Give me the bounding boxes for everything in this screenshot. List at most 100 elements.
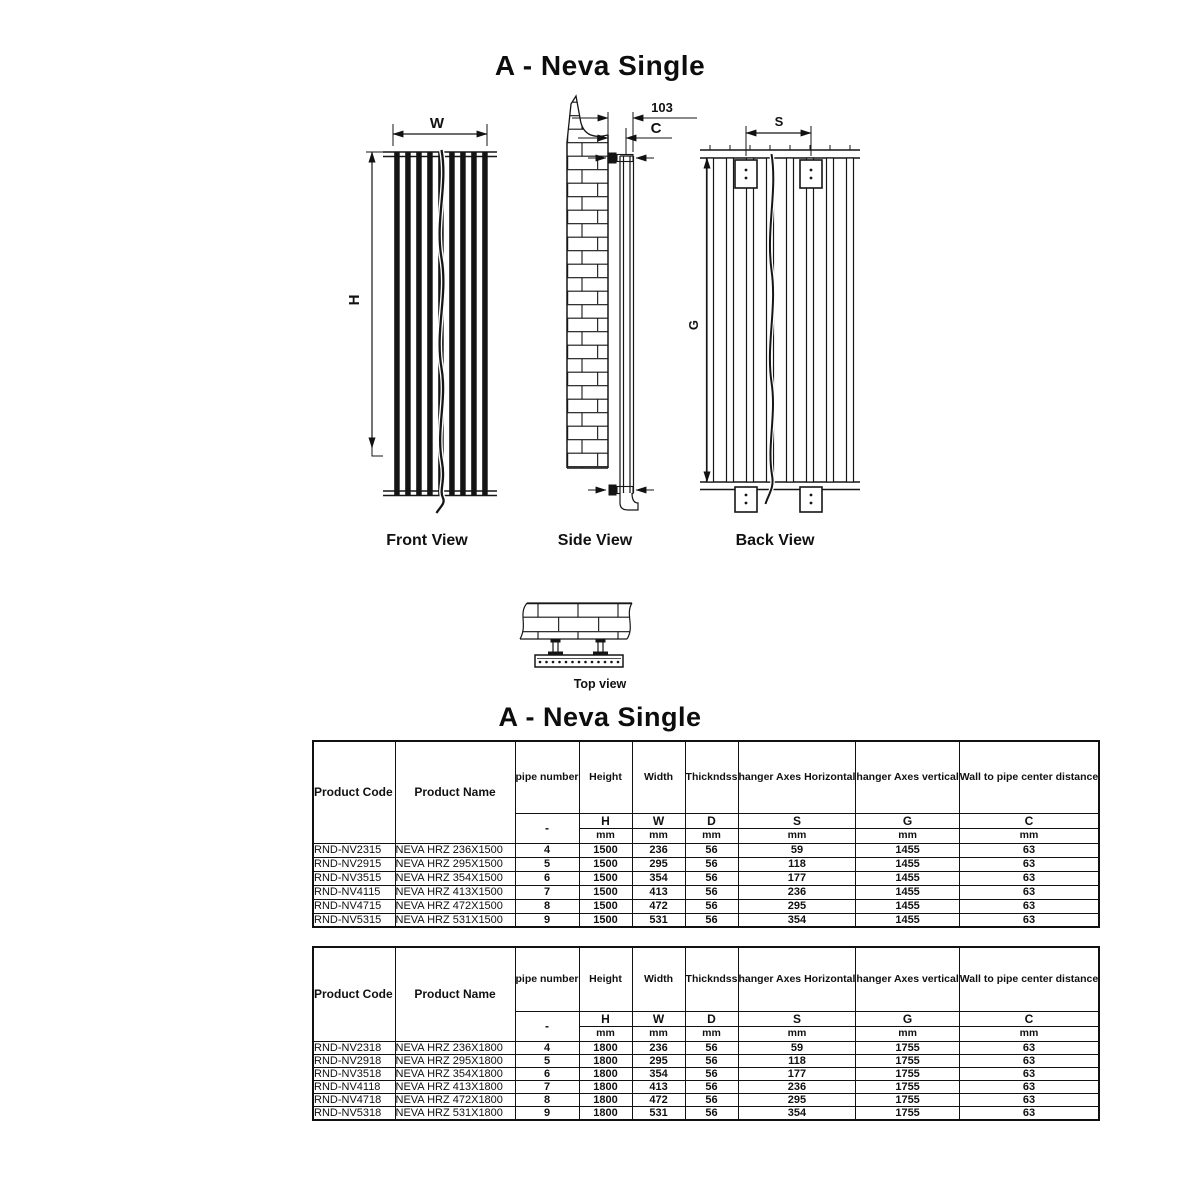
table-row: RND-NV2315 NEVA HRZ 236X1500 4 1500 236 56 59 1… (312, 842, 1100, 858)
side-view-label: Side View (558, 532, 633, 549)
page-title: A - Neva Single (494, 50, 706, 81)
side-view-drawing (566, 94, 697, 511)
value-cell: 63 (958, 1079, 1100, 1094)
value-cell: 63 (958, 884, 1100, 900)
value-cell: 1755 (855, 1105, 960, 1120)
product-name-cell: NEVA HRZ 295X1800 (394, 1053, 516, 1068)
value-cell: 7 (514, 1079, 580, 1094)
value-cell: 1500 (578, 884, 633, 900)
value-cell: 63 (958, 870, 1100, 886)
symbol-cell: H (578, 812, 633, 829)
value-cell: 56 (684, 898, 739, 914)
value-cell: 63 (958, 1105, 1100, 1120)
dim-label-h: H (346, 295, 363, 306)
symbol-cell: D (684, 1010, 739, 1027)
value-cell: 1755 (855, 1092, 960, 1107)
header-cell: Wall to pipe center distance (958, 740, 1100, 814)
unit-cell: mm (958, 827, 1100, 844)
value-cell: 9 (514, 912, 580, 928)
value-cell: 1455 (855, 912, 960, 928)
back-view-label: Back View (736, 532, 815, 549)
value-cell: 413 (631, 884, 686, 900)
product-code-cell: RND-NV4715 (312, 898, 396, 914)
unit-cell: mm (631, 827, 686, 844)
product-name-cell: NEVA HRZ 413X1800 (394, 1079, 516, 1094)
unit-cell: mm (855, 827, 960, 844)
product-code-cell: RND-NV2318 (312, 1040, 396, 1055)
symbol-cell: C (958, 812, 1100, 829)
value-cell: 236 (737, 1079, 857, 1094)
table-row: RND-NV5318 NEVA HRZ 531X1800 9 1800 531 56 354… (312, 1105, 1100, 1120)
symbol-cell: W (631, 812, 686, 829)
value-cell: 6 (514, 1066, 580, 1081)
value-cell: 354 (737, 1105, 857, 1120)
table-row: RND-NV4718 NEVA HRZ 472X1800 8 1800 472 56 295… (312, 1092, 1100, 1107)
symbol-cell: G (855, 1010, 960, 1027)
dim-label-g: G (686, 320, 701, 330)
value-cell: 236 (737, 884, 857, 900)
value-cell: 6 (514, 870, 580, 886)
value-cell: 56 (684, 842, 739, 858)
value-cell: 236 (631, 842, 686, 858)
value-cell: 56 (684, 870, 739, 886)
header-product-name: Product Name (394, 740, 516, 844)
value-cell: 1500 (578, 842, 633, 858)
product-name-cell: NEVA HRZ 354X1500 (394, 870, 516, 886)
value-cell: 56 (684, 1092, 739, 1107)
product-name-cell: NEVA HRZ 295X1500 (394, 856, 516, 872)
value-cell: 1500 (578, 870, 633, 886)
header-cell: hanger Axes Horizontal (737, 946, 857, 1012)
unit-cell: mm (684, 1025, 739, 1042)
unit-cell: mm (737, 1025, 857, 1042)
value-cell: 9 (514, 1105, 580, 1120)
table-row: RND-NV2318 NEVA HRZ 236X1800 4 1800 236 56 59 1… (312, 1040, 1100, 1055)
symbol-cell: H (578, 1010, 633, 1027)
value-cell: 1755 (855, 1040, 960, 1055)
product-code-cell: RND-NV2918 (312, 1053, 396, 1068)
unit-cell: mm (958, 1025, 1100, 1042)
header-cell: Width (631, 740, 686, 814)
value-cell: 1800 (578, 1092, 633, 1107)
value-cell: 63 (958, 856, 1100, 872)
product-name-cell: NEVA HRZ 472X1500 (394, 898, 516, 914)
value-cell: 56 (684, 1053, 739, 1068)
value-cell: 56 (684, 1066, 739, 1081)
product-name-cell: NEVA HRZ 236X1500 (394, 842, 516, 858)
value-cell: 354 (631, 1066, 686, 1081)
symbol-cell: G (855, 812, 960, 829)
spec-table-1500: Product Code Product Name pipe number Heigh… (312, 740, 1101, 928)
symbol-cell: - (514, 812, 580, 844)
value-cell: 4 (514, 1040, 580, 1055)
header-product-name: Product Name (394, 946, 516, 1042)
unit-row: mm mm mm mm mm mm (313, 827, 1100, 844)
value-cell: 354 (737, 912, 857, 928)
table-section-title: A - Neva Single (498, 702, 702, 732)
value-cell: 472 (631, 898, 686, 914)
value-cell: 5 (514, 856, 580, 872)
header-cell: Height (578, 946, 633, 1012)
table-row: RND-NV2918 NEVA HRZ 295X1800 5 1800 295 56 118… (312, 1053, 1100, 1068)
product-name-cell: NEVA HRZ 354X1800 (394, 1066, 516, 1081)
value-cell: 7 (514, 884, 580, 900)
value-cell: 8 (514, 1092, 580, 1107)
symbol-cell: W (631, 1010, 686, 1027)
product-name-cell: NEVA HRZ 531X1500 (394, 912, 516, 928)
value-cell: 56 (684, 884, 739, 900)
spec-table-1800: Product Code Product Name pipe number Heigh… (312, 946, 1101, 1121)
value-cell: 8 (514, 898, 580, 914)
value-cell: 1455 (855, 870, 960, 886)
product-code-cell: RND-NV5318 (312, 1105, 396, 1120)
table-row: RND-NV4715 NEVA HRZ 472X1500 8 1500 472 56 295… (312, 898, 1100, 914)
header-row: Product Code Product Name pipe number Heigh… (312, 740, 1100, 844)
header-cell: pipe number (514, 740, 580, 814)
value-cell: 531 (631, 1105, 686, 1120)
value-cell: 472 (631, 1092, 686, 1107)
product-code-cell: RND-NV3515 (312, 870, 396, 886)
product-code-cell: RND-NV2915 (312, 856, 396, 872)
header-product-code: Product Code (312, 946, 396, 1042)
value-cell: 1800 (578, 1053, 633, 1068)
value-cell: 236 (631, 1040, 686, 1055)
value-cell: 118 (737, 856, 857, 872)
